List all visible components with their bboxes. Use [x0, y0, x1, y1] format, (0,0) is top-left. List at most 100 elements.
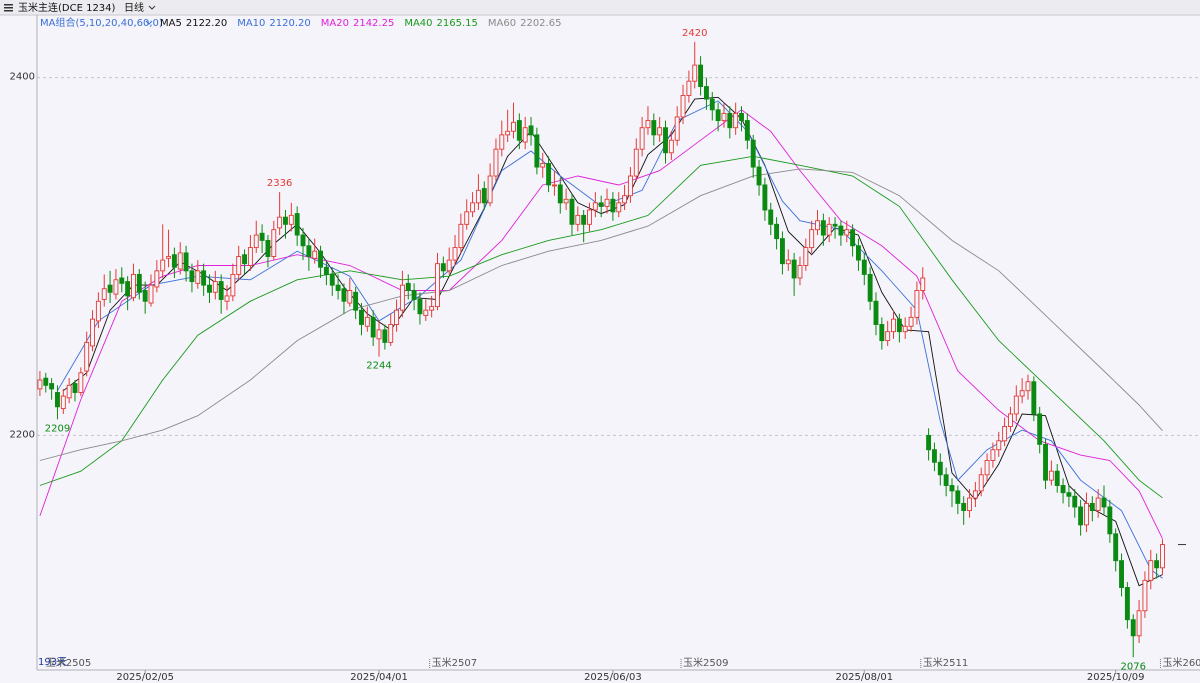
candle-body	[435, 263, 440, 308]
candle-body	[1089, 502, 1095, 512]
candle-body	[908, 316, 914, 327]
candle-body	[522, 127, 528, 143]
contract-label: 玉米2601	[1162, 656, 1200, 669]
extreme-label: 2244	[366, 361, 391, 372]
contract-label: 玉米2511	[923, 656, 968, 669]
candle-body	[879, 324, 885, 342]
candle-body	[341, 288, 347, 302]
candle-body	[639, 127, 645, 150]
candle-body	[475, 189, 481, 204]
candle-body	[657, 127, 663, 136]
candle-body	[1078, 506, 1084, 526]
x-tick-label: 2025/02/05	[116, 672, 174, 683]
ma-line	[57, 100, 1163, 579]
candle-body	[1048, 470, 1054, 481]
candle-body	[329, 273, 335, 286]
candle-body	[645, 120, 651, 129]
candle-body	[481, 188, 487, 204]
candle-body	[189, 270, 195, 283]
candle-body	[616, 202, 622, 213]
dropdown-icon[interactable]	[148, 5, 156, 10]
candle-body	[651, 120, 657, 136]
candle-body	[493, 148, 499, 177]
menu-icon[interactable]	[4, 4, 13, 12]
candle-body	[446, 259, 452, 272]
candle-body	[809, 229, 815, 249]
ma-group[interactable]: MA组合(5,10,20,40,60,0)	[40, 16, 163, 29]
candle-body	[236, 256, 242, 275]
candle-body	[984, 460, 990, 476]
candle-body	[598, 202, 604, 207]
legend-name: MA10	[237, 18, 265, 29]
candle-body	[230, 273, 236, 297]
dropdown-icon[interactable]	[145, 20, 153, 25]
candle-body	[762, 184, 768, 211]
candle-body	[803, 247, 809, 266]
candle-body	[300, 234, 306, 247]
candle-body	[1142, 579, 1148, 612]
candle-body	[1019, 390, 1025, 397]
candle-body	[920, 277, 926, 291]
x-tick-label: 2025/04/01	[350, 672, 408, 683]
candle-body	[592, 202, 598, 211]
candle-body	[201, 270, 207, 286]
candle-body	[873, 300, 879, 325]
candle-body	[528, 125, 534, 136]
candle-body	[727, 112, 733, 129]
legend-value: 2122.20	[186, 18, 227, 29]
candle-body	[1037, 413, 1043, 445]
candle-body	[610, 198, 616, 213]
candle-body	[1066, 492, 1072, 497]
candle-body	[949, 485, 955, 492]
candle-body	[739, 112, 744, 122]
candle-body	[347, 290, 353, 304]
candle-body	[563, 198, 569, 204]
period[interactable]: 日线	[124, 1, 144, 14]
contract-label: 玉米2509	[683, 656, 728, 669]
candle-body	[855, 245, 861, 261]
candle-body	[55, 392, 60, 408]
candle-body	[242, 254, 248, 265]
candle-body	[271, 229, 277, 257]
candle-body	[306, 245, 312, 257]
candle-body	[171, 254, 177, 268]
candle-body	[78, 372, 84, 393]
candle-body	[72, 383, 78, 393]
candle-body	[820, 220, 826, 236]
legend-name: MA5	[160, 18, 182, 29]
candle-body	[364, 316, 370, 327]
candle-body	[84, 341, 90, 372]
candle-body	[850, 229, 856, 247]
candle-body	[1095, 497, 1101, 512]
candle-body	[1054, 470, 1060, 486]
candle-body	[937, 461, 943, 476]
candle-body	[195, 270, 201, 284]
candle-body	[1043, 443, 1048, 481]
candle-body	[674, 116, 680, 141]
candle-body	[511, 121, 516, 132]
candle-body	[101, 288, 107, 300]
candle-body	[791, 259, 797, 279]
candle-body	[832, 223, 838, 227]
candle-body	[394, 309, 400, 325]
ma-line	[63, 96, 1163, 587]
candle-body	[680, 95, 686, 118]
candle-body	[318, 250, 324, 268]
candle-body	[353, 291, 359, 311]
candle-body	[990, 449, 996, 461]
candle-body	[1025, 381, 1031, 392]
candle-body	[575, 214, 581, 225]
candle-body	[861, 259, 867, 275]
candle-body	[429, 306, 435, 311]
legend-value: 2142.25	[353, 18, 394, 29]
candle-body	[370, 316, 376, 338]
candle-body	[49, 383, 55, 390]
candle-body	[978, 474, 984, 492]
candle-body	[1008, 413, 1013, 427]
candle-body	[663, 127, 668, 154]
candle-body	[277, 216, 283, 229]
candle-body	[581, 214, 587, 225]
candle-body	[224, 295, 230, 302]
candle-body	[294, 213, 300, 236]
candle-body	[218, 281, 224, 300]
